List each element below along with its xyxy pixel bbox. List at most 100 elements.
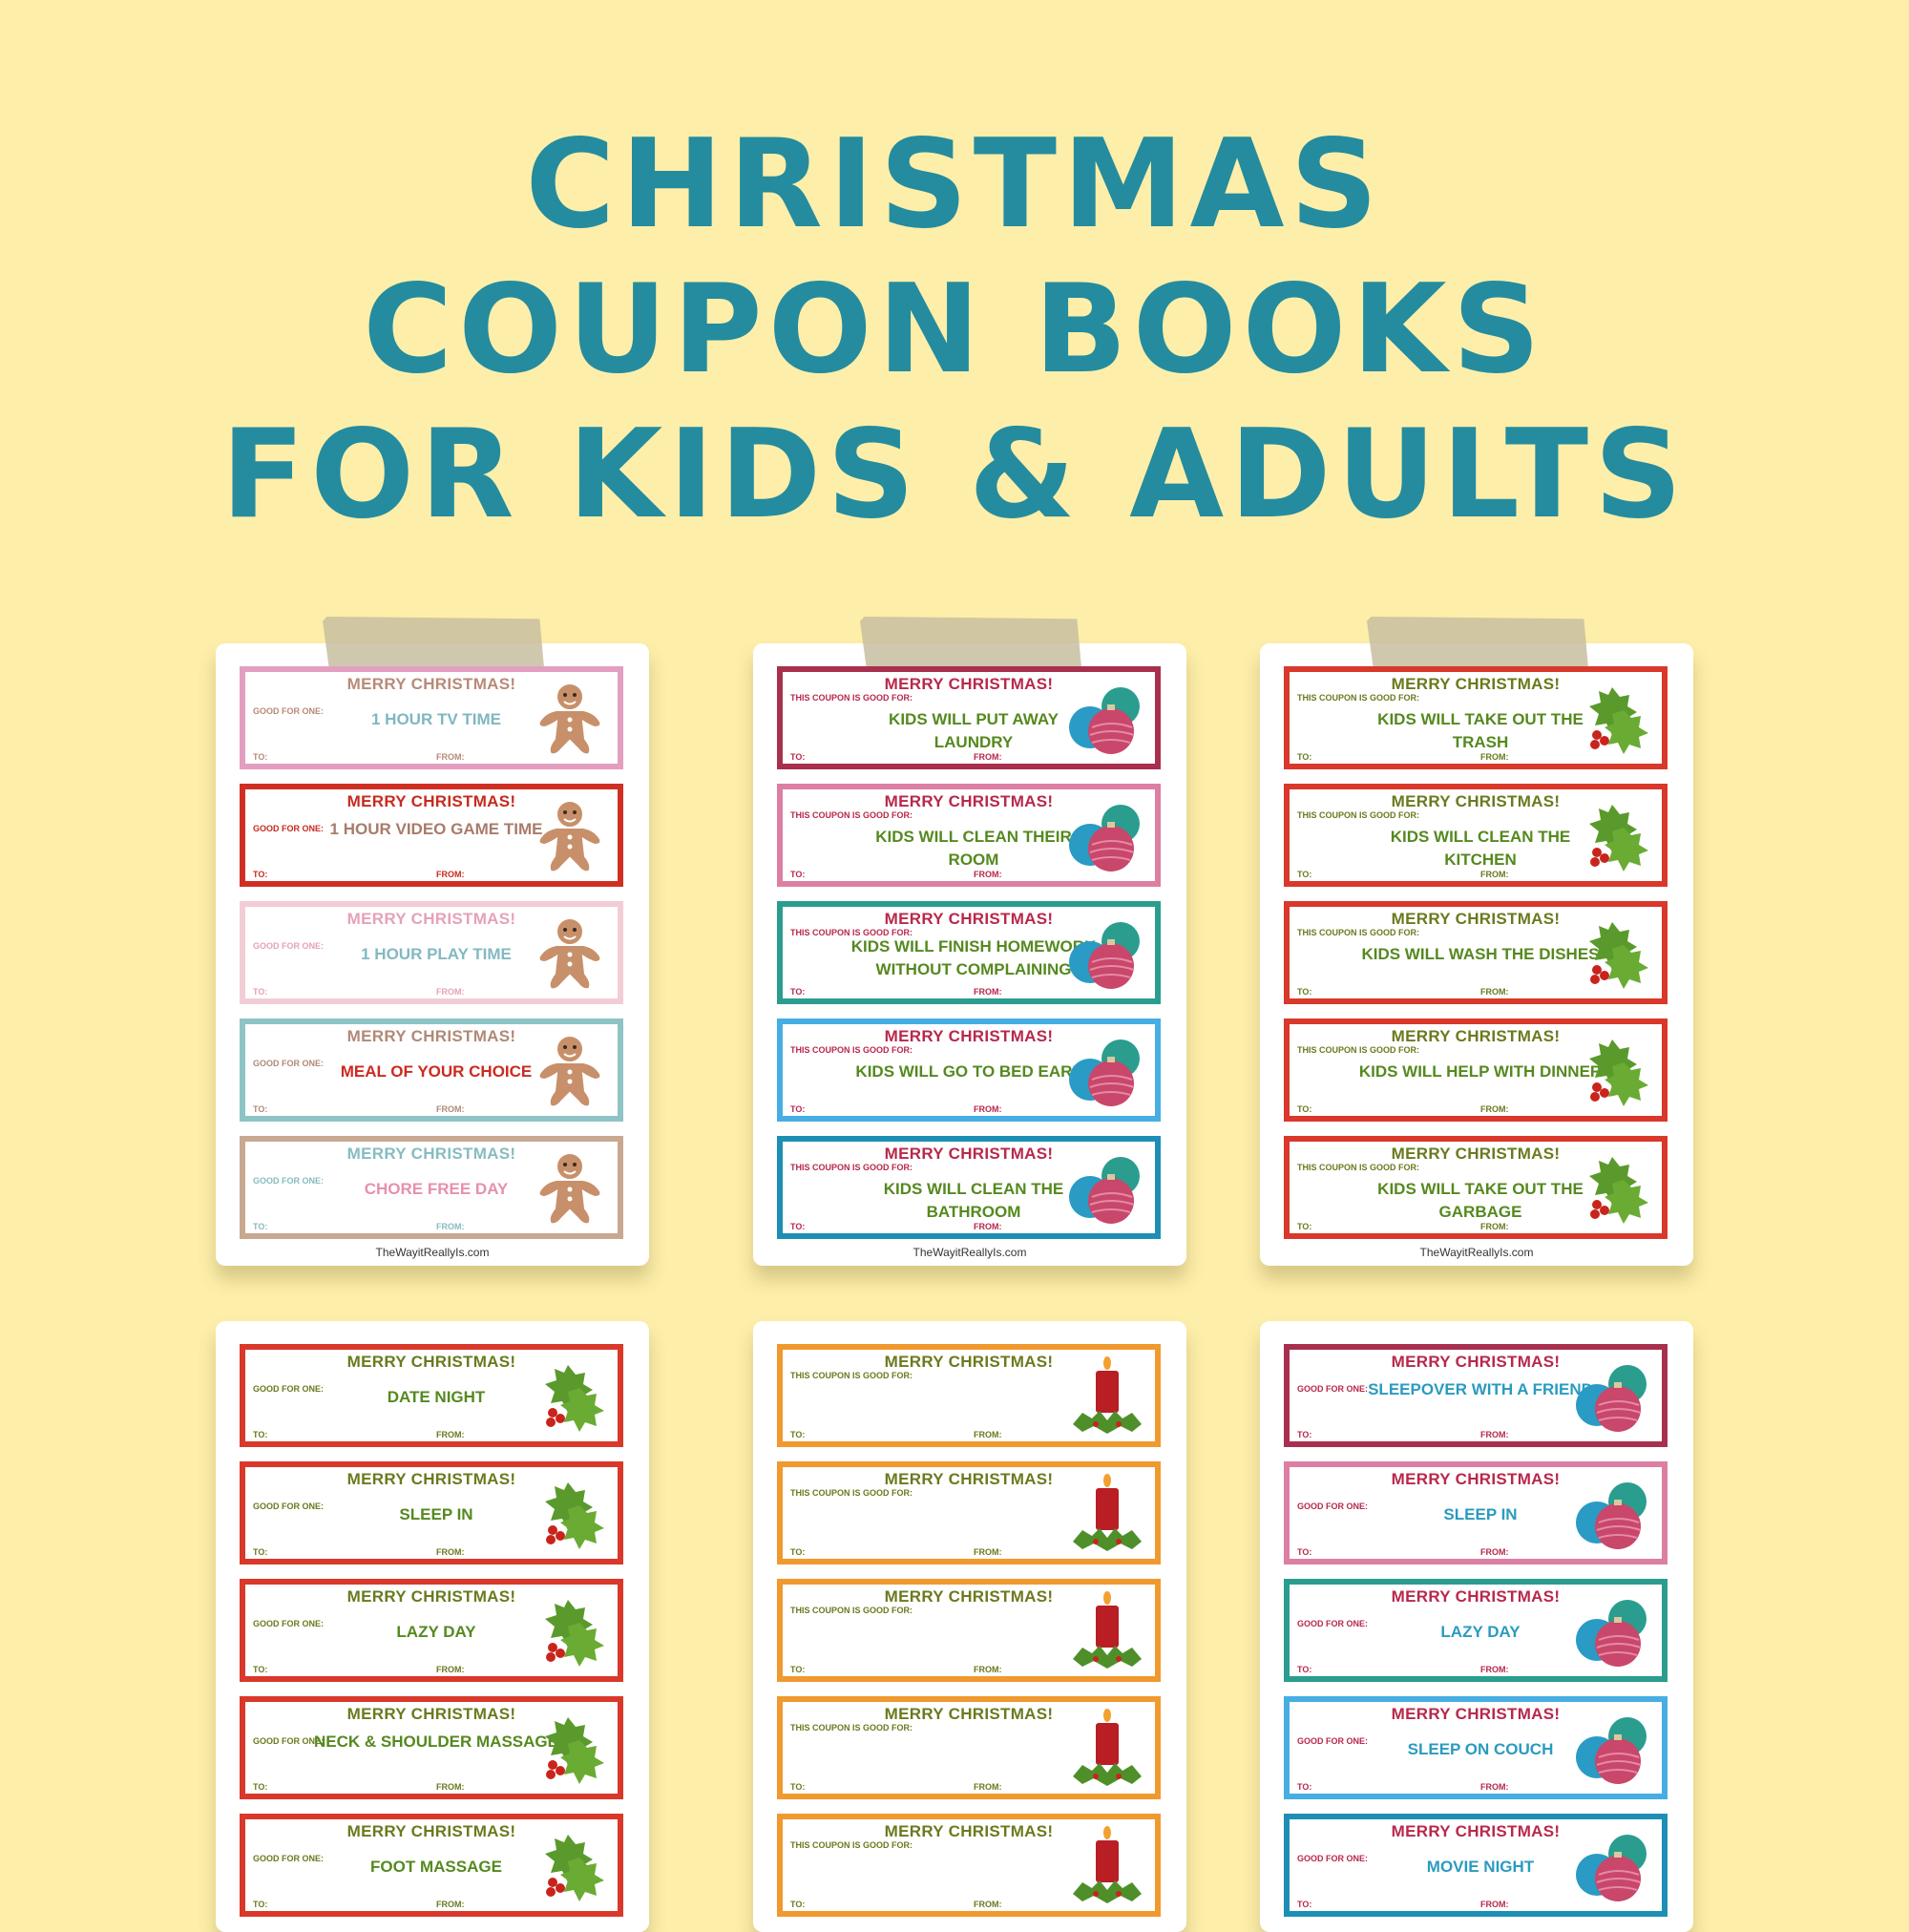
- coupon-to-label: TO:: [1297, 987, 1311, 997]
- title-line-2: COUPON BOOKS: [0, 258, 1909, 403]
- coupon-to-label: TO:: [1297, 1782, 1311, 1792]
- coupon-from-label: FROM:: [436, 870, 465, 879]
- coupon-from-label: FROM:: [974, 987, 1002, 997]
- coupon-label: THIS COUPON IS GOOD FOR:: [790, 1488, 913, 1498]
- coupon-to-label: TO:: [790, 1104, 805, 1114]
- coupon-to-label: TO:: [1297, 1222, 1311, 1231]
- coupon-label: THIS COUPON IS GOOD FOR:: [790, 1163, 913, 1172]
- coupon-from-label: FROM:: [1480, 987, 1509, 997]
- coupon-to-label: TO:: [790, 1430, 805, 1439]
- coupon: MERRY CHRISTMAS!GOOD FOR ONE:1 HOUR VIDE…: [240, 784, 623, 887]
- coupon: MERRY CHRISTMAS!GOOD FOR ONE:SLEEP INTO:…: [240, 1461, 623, 1564]
- coupon-from-label: FROM:: [436, 1222, 465, 1231]
- coupon-from-label: FROM:: [436, 1430, 465, 1439]
- holly-icon: [1574, 1030, 1654, 1110]
- holly-icon: [530, 1473, 610, 1553]
- coupon-label: THIS COUPON IS GOOD FOR:: [790, 810, 913, 820]
- coupon-from-label: FROM:: [974, 1104, 1002, 1114]
- coupon-from-label: FROM:: [974, 1665, 1002, 1674]
- coupon-reward-text: MOVIE NIGHT: [1356, 1856, 1605, 1879]
- holly-icon: [1574, 1147, 1654, 1228]
- coupon-from-label: FROM:: [1480, 1104, 1509, 1114]
- coupon-from-label: FROM:: [974, 752, 1002, 762]
- coupon-from-label: FROM:: [974, 1547, 1002, 1557]
- coupon: MERRY CHRISTMAS!THIS COUPON IS GOOD FOR:…: [777, 1696, 1161, 1799]
- holly-icon: [530, 1825, 610, 1905]
- coupon-to-label: TO:: [253, 1430, 267, 1439]
- coupon-from-label: FROM:: [974, 870, 1002, 879]
- coupon: MERRY CHRISTMAS!GOOD FOR ONE:DATE NIGHTT…: [240, 1344, 623, 1447]
- coupon-label: THIS COUPON IS GOOD FOR:: [790, 1723, 913, 1732]
- coupon-from-label: FROM:: [1480, 1547, 1509, 1557]
- coupon-from-label: FROM:: [1480, 752, 1509, 762]
- coupon-to-label: TO:: [253, 987, 267, 997]
- ornaments-icon: [1574, 1355, 1654, 1436]
- holly-icon: [530, 1708, 610, 1788]
- title-line-1: CHRISTMAS: [0, 113, 1909, 258]
- coupon: MERRY CHRISTMAS!GOOD FOR ONE:FOOT MASSAG…: [240, 1814, 623, 1917]
- coupon-to-label: TO:: [253, 1665, 267, 1674]
- coupon-reward-text: DATE NIGHT: [312, 1386, 560, 1409]
- ornaments-icon: [1067, 795, 1147, 875]
- holly-icon: [1574, 795, 1654, 875]
- coupon-to-label: TO:: [1297, 1900, 1311, 1909]
- coupon-reward-text: KIDS WILL WASH THE DISHES: [1356, 943, 1605, 966]
- coupon-from-label: FROM:: [436, 1900, 465, 1909]
- coupon-to-label: TO:: [790, 870, 805, 879]
- coupon-to-label: TO:: [1297, 1547, 1311, 1557]
- coupon: MERRY CHRISTMAS!GOOD FOR ONE:1 HOUR TV T…: [240, 666, 623, 769]
- coupon-label: THIS COUPON IS GOOD FOR:: [790, 1371, 913, 1380]
- coupon-to-label: TO:: [790, 1222, 805, 1231]
- coupon: MERRY CHRISTMAS!THIS COUPON IS GOOD FOR:…: [777, 1136, 1161, 1239]
- coupon-reward-text: MEAL OF YOUR CHOICE: [312, 1060, 560, 1083]
- sheet-footer-website: TheWayitReallyIs.com: [1260, 1246, 1693, 1259]
- gingerbread-icon: [530, 1030, 610, 1110]
- candle-icon: [1067, 1708, 1147, 1788]
- coupon: MERRY CHRISTMAS!THIS COUPON IS GOOD FOR:…: [777, 666, 1161, 769]
- coupon-reward-text: 1 HOUR VIDEO GAME TIME: [312, 818, 560, 841]
- coupon-to-label: TO:: [253, 1782, 267, 1792]
- coupon: MERRY CHRISTMAS!THIS COUPON IS GOOD FOR:…: [777, 1814, 1161, 1917]
- coupon-from-label: FROM:: [1480, 1782, 1509, 1792]
- coupon-reward-text: KIDS WILL CLEAN THE BATHROOM: [850, 1178, 1098, 1224]
- coupon-to-label: TO:: [1297, 1665, 1311, 1674]
- coupon-reward-text: KIDS WILL CLEAN THEIR ROOM: [850, 826, 1098, 872]
- coupon-reward-text: KIDS WILL HELP WITH DINNER: [1356, 1060, 1605, 1083]
- coupon-reward-text: SLEEP IN: [1356, 1503, 1605, 1526]
- ornaments-icon: [1574, 1708, 1654, 1788]
- coupon-from-label: FROM:: [436, 1665, 465, 1674]
- coupon-label: THIS COUPON IS GOOD FOR:: [790, 1840, 913, 1850]
- coupon-to-label: TO:: [1297, 1104, 1311, 1114]
- coupon-from-label: FROM:: [974, 1430, 1002, 1439]
- coupon-reward-text: LAZY DAY: [1356, 1621, 1605, 1644]
- coupon: MERRY CHRISTMAS!GOOD FOR ONE:NECK & SHOU…: [240, 1696, 623, 1799]
- coupon-to-label: TO:: [1297, 752, 1311, 762]
- coupon-reward-text: SLEEP ON COUCH: [1356, 1738, 1605, 1761]
- coupon-sheet: MERRY CHRISTMAS!THIS COUPON IS GOOD FOR:…: [753, 1321, 1186, 1932]
- coupon-reward-text: NECK & SHOULDER MASSAGE: [312, 1731, 560, 1754]
- coupon-from-label: FROM:: [1480, 870, 1509, 879]
- coupon-label: THIS COUPON IS GOOD FOR:: [1297, 810, 1419, 820]
- coupon-from-label: FROM:: [436, 1547, 465, 1557]
- coupon-reward-text: CHORE FREE DAY: [312, 1178, 560, 1201]
- ornaments-icon: [1067, 913, 1147, 993]
- coupon-sheet: MERRY CHRISTMAS!THIS COUPON IS GOOD FOR:…: [1260, 643, 1693, 1266]
- coupon-from-label: FROM:: [1480, 1900, 1509, 1909]
- coupon-from-label: FROM:: [436, 1782, 465, 1792]
- coupon-from-label: FROM:: [1480, 1665, 1509, 1674]
- coupon-label: THIS COUPON IS GOOD FOR:: [790, 1045, 913, 1055]
- coupon-reward-text: KIDS WILL FINISH HOMEWORK WITHOUT COMPLA…: [850, 935, 1098, 981]
- coupon: MERRY CHRISTMAS!THIS COUPON IS GOOD FOR:…: [777, 1344, 1161, 1447]
- coupon-from-label: FROM:: [1480, 1222, 1509, 1231]
- title-line-3: FOR KIDS & ADULTS: [0, 403, 1909, 548]
- coupon-from-label: FROM:: [436, 987, 465, 997]
- ornaments-icon: [1067, 1147, 1147, 1228]
- candle-icon: [1067, 1825, 1147, 1905]
- coupon-reward-text: KIDS WILL TAKE OUT THE GARBAGE: [1356, 1178, 1605, 1224]
- coupon: MERRY CHRISTMAS!THIS COUPON IS GOOD FOR:…: [777, 784, 1161, 887]
- coupon-to-label: TO:: [253, 752, 267, 762]
- gingerbread-icon: [530, 795, 610, 875]
- coupon: MERRY CHRISTMAS!THIS COUPON IS GOOD FOR:…: [777, 1579, 1161, 1682]
- coupon: MERRY CHRISTMAS!GOOD FOR ONE:SLEEP ON CO…: [1284, 1696, 1668, 1799]
- coupon-reward-text: KIDS WILL CLEAN THE KITCHEN: [1356, 826, 1605, 872]
